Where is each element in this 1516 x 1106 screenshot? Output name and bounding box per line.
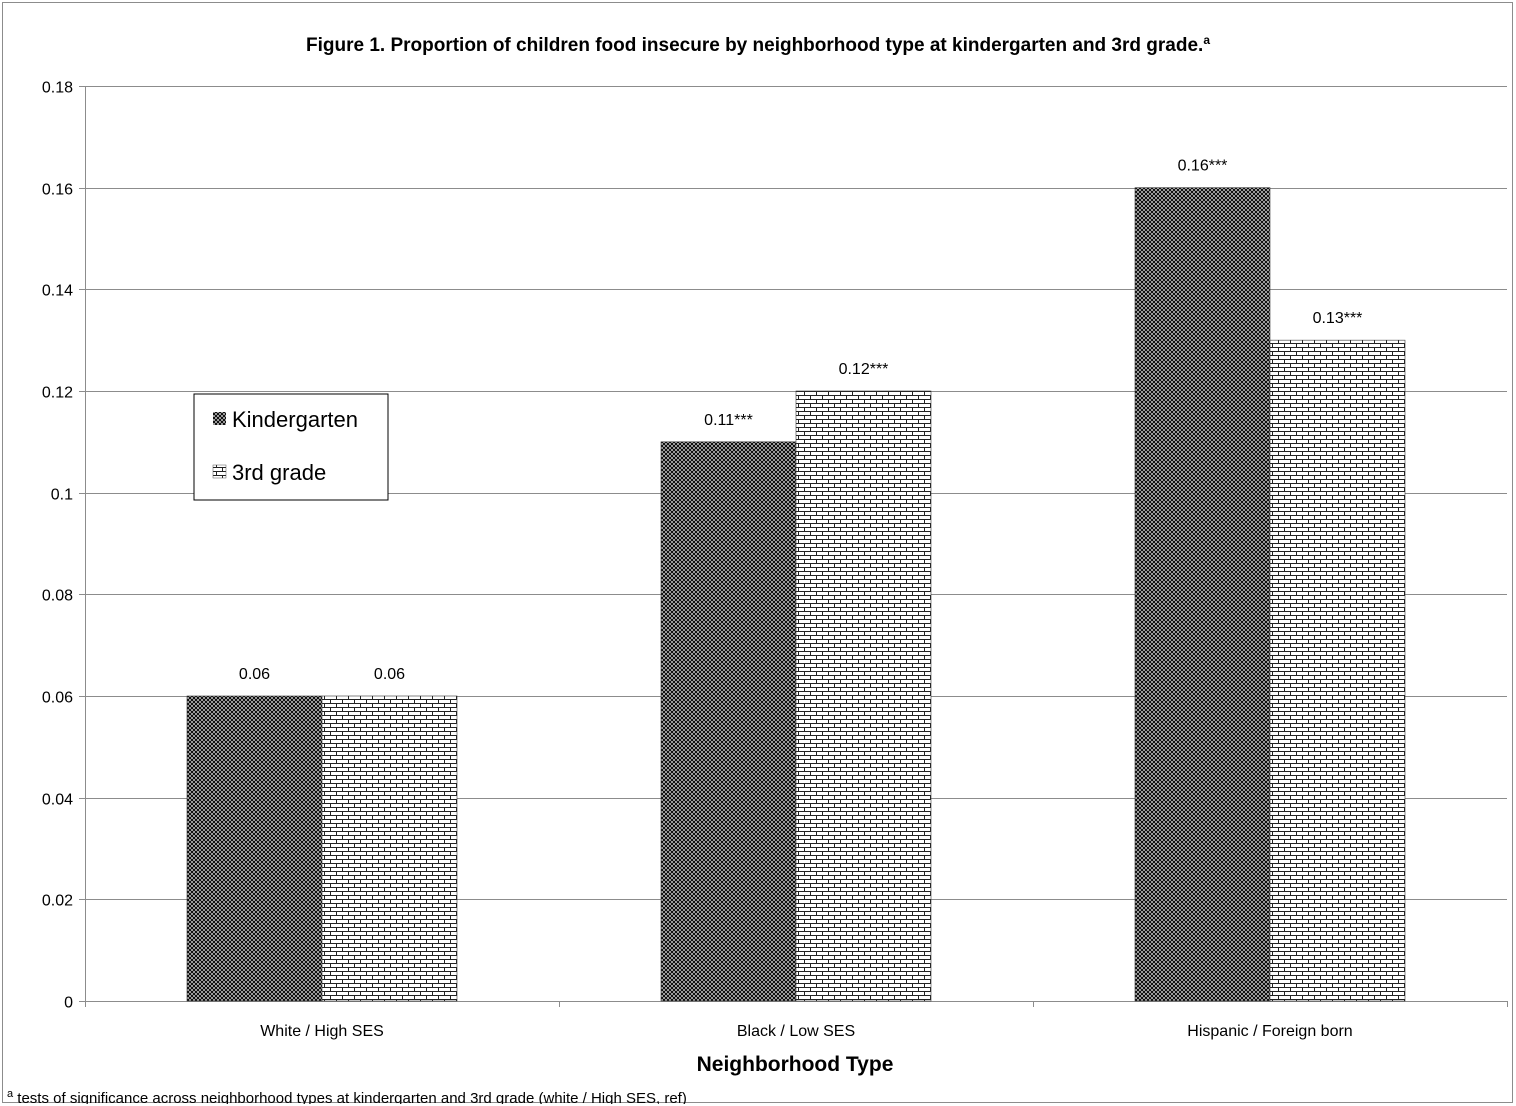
bar-3rd-grade [795, 390, 932, 1002]
chart-title: Figure 1. Proportion of children food in… [306, 33, 1210, 56]
legend-item-3rd-grade: 3rd grade [212, 460, 326, 485]
y-tick-label: 0 [64, 995, 73, 1012]
data-label: 0.06 [374, 666, 405, 683]
y-tick-label: 0.06 [42, 690, 73, 707]
y-tick-label: 0.1 [51, 487, 73, 504]
footnote: a tests of significance across neighborh… [7, 1088, 687, 1104]
bar-chart: Figure 1. Proportion of children food in… [7, 33, 1508, 1104]
bar-kindergarten [1134, 187, 1271, 1002]
data-label: 0.13*** [1313, 310, 1363, 327]
y-tick-label: 0.08 [42, 588, 73, 605]
bar-kindergarten [660, 441, 797, 1002]
x-axis-title: Neighborhood Type [697, 1053, 894, 1076]
bar-3rd-grade [1269, 339, 1406, 1002]
legend: Kindergarten 3rd grade [193, 393, 389, 501]
x-category-label: White / High SES [260, 1023, 384, 1040]
x-category-label: Hispanic / Foreign born [1187, 1023, 1352, 1040]
x-category-label: Black / Low SES [737, 1023, 855, 1040]
legend-swatch-kindergarten [213, 412, 226, 425]
bars [186, 187, 1406, 1002]
legend-box [193, 393, 389, 501]
y-axis: 0 0.02 0.04 0.06 0.08 0.1 0.12 0.14 0.16 0.18 [42, 80, 86, 1012]
y-tick-label: 0.14 [42, 283, 73, 300]
y-tick-label: 0.16 [42, 182, 73, 199]
y-tick-label: 0.02 [42, 893, 73, 910]
data-label: 0.06 [239, 666, 270, 683]
y-tick-label: 0.04 [42, 792, 73, 809]
legend-item-kindergarten: Kindergarten [213, 407, 358, 432]
data-label: 0.11*** [704, 412, 753, 429]
data-labels: 0.06 0.06 0.11*** 0.12*** 0.16*** 0.13*** [239, 158, 1362, 683]
data-label: 0.12*** [839, 361, 889, 378]
y-tick-label: 0.18 [42, 80, 73, 97]
x-axis: White / High SES Black / Low SES Hispanic … [85, 1001, 1508, 1040]
bar-kindergarten [186, 695, 323, 1002]
data-label: 0.16*** [1178, 158, 1228, 175]
bar-3rd-grade [321, 695, 458, 1002]
y-tick-label: 0.12 [42, 385, 73, 402]
legend-label-kindergarten: Kindergarten [232, 407, 358, 432]
legend-swatch-3rd-grade [212, 464, 227, 479]
legend-label-3rd-grade: 3rd grade [232, 460, 326, 485]
